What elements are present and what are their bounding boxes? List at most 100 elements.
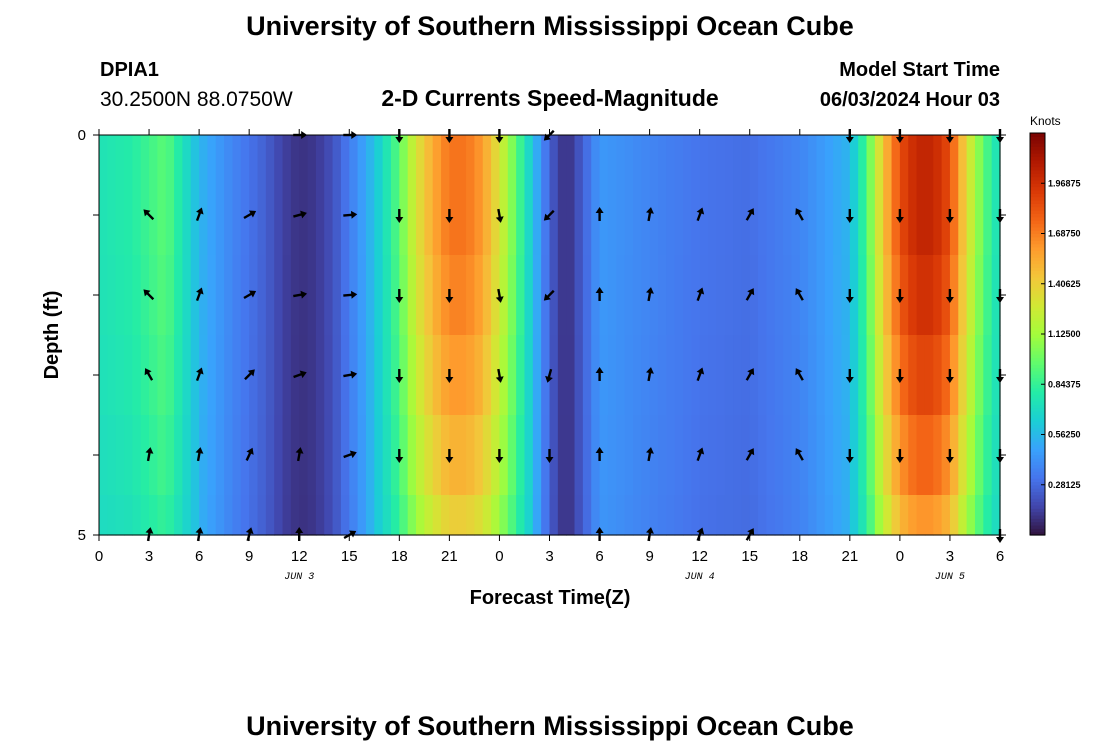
colorbar-segment (1030, 370, 1045, 375)
heatmap-cell (941, 175, 951, 256)
heatmap-cell (741, 415, 751, 496)
heatmap-cell (157, 495, 167, 536)
heatmap-cell (524, 135, 534, 176)
heatmap-cell (724, 495, 734, 536)
heatmap-cell (174, 255, 184, 336)
heatmap-cell (883, 495, 893, 536)
heatmap-cell (165, 135, 175, 176)
heatmap-cell (115, 135, 125, 176)
heatmap-cell (866, 335, 876, 416)
heatmap-cell (632, 335, 642, 416)
heatmap-cell (399, 255, 409, 336)
current-vector (244, 369, 255, 381)
heatmap-cell (499, 335, 509, 416)
heatmap-cell (591, 255, 601, 336)
heatmap-cell (716, 175, 726, 256)
heatmap-cell (207, 415, 217, 496)
footer-title: University of Southern Mississippi Ocean… (246, 711, 854, 741)
heatmap-cell (666, 495, 676, 536)
heatmap-cell (149, 175, 158, 256)
heatmap-cell (307, 335, 317, 416)
colorbar-segment (1030, 357, 1045, 362)
heatmap-cell (949, 415, 959, 496)
heatmap-cell (190, 135, 200, 176)
x-tick-label: 18 (391, 548, 408, 565)
colorbar-segment (1030, 401, 1045, 405)
heatmap-cell (424, 495, 434, 536)
heatmap-cell (265, 335, 275, 416)
current-vector (243, 210, 257, 220)
current-vector (343, 530, 357, 540)
heatmap-cell (816, 495, 826, 536)
heatmap-cell (958, 335, 968, 416)
colorbar-segment (1030, 424, 1045, 429)
heatmap-cell (399, 135, 409, 176)
heatmap-cell (482, 335, 492, 416)
heatmap-cell (124, 255, 133, 336)
heatmap-cell (974, 335, 984, 416)
heatmap-cell (883, 255, 893, 336)
heatmap-cell (499, 415, 509, 496)
colorbar-gradient (1030, 133, 1045, 536)
heatmap-cell (616, 495, 626, 536)
heatmap-cell (858, 335, 868, 416)
current-vector (646, 287, 654, 302)
heatmap-cell (983, 255, 993, 336)
heatmap-cell (599, 255, 609, 336)
x-axis-label: Forecast Time(Z) (470, 587, 631, 609)
heatmap-cell (282, 255, 292, 336)
colorbar-segment (1030, 404, 1045, 409)
current-vector (293, 290, 308, 299)
heatmap-cell (282, 495, 292, 536)
colorbar-segment (1030, 240, 1045, 245)
heatmap-cell (449, 175, 459, 256)
heatmap-cell (632, 175, 642, 256)
current-vector (143, 209, 155, 221)
heatmap-cell (699, 415, 709, 496)
heatmap-cell (574, 135, 584, 176)
heatmap-cell (240, 175, 250, 256)
heatmap-cell (883, 175, 893, 256)
colorbar-segment (1030, 179, 1045, 184)
heatmap-cell (224, 495, 234, 536)
heatmap-cell (274, 495, 284, 536)
heatmap-cell (315, 175, 325, 256)
heatmap-cell (949, 135, 959, 176)
heatmap-cell (416, 495, 425, 536)
heatmap-cell (374, 415, 384, 496)
heatmap-cell (182, 335, 192, 416)
heatmap-cell (357, 175, 367, 256)
current-vector (895, 289, 904, 303)
heatmap-cell (799, 175, 809, 256)
heatmap-cell (808, 335, 818, 416)
heatmap-cell (908, 255, 918, 336)
heatmap-cell (741, 335, 751, 416)
colorbar-segment (1030, 474, 1045, 479)
heatmap-cell (557, 175, 567, 256)
heatmap-cell (833, 415, 843, 496)
colorbar-segment (1030, 508, 1045, 513)
heatmap-cell (699, 175, 709, 256)
heatmap-cell (724, 175, 734, 256)
current-vector (243, 290, 257, 300)
colorbar-segment (1030, 407, 1045, 412)
heatmap-cell (966, 175, 976, 256)
heatmap-cell (607, 175, 617, 256)
heatmap-cell (457, 415, 467, 496)
heatmap-cell (382, 135, 392, 176)
heatmap-cell (733, 255, 742, 336)
heatmap-cell (157, 415, 167, 496)
heatmap-cell (574, 415, 584, 496)
heatmap-cell (140, 415, 150, 496)
heatmap-cell (908, 335, 918, 416)
heatmap-cell (607, 415, 617, 496)
heatmap-cell (390, 495, 400, 536)
heatmap-cell (416, 255, 425, 336)
heatmap-cell (357, 495, 367, 536)
heatmap-cell (758, 175, 767, 256)
y-tick-label: 5 (78, 527, 86, 544)
heatmap-cell (432, 135, 442, 176)
colorbar-segment (1030, 156, 1045, 161)
heatmap-cell (933, 135, 943, 176)
current-vector (795, 288, 804, 301)
